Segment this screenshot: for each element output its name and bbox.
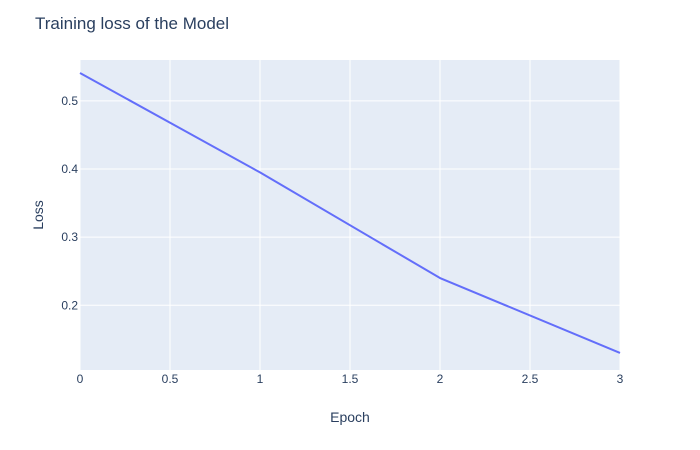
y-tick-label: 0.2 (61, 298, 78, 312)
series-line (79, 72, 621, 354)
x-tick-label: 3 (617, 372, 624, 386)
x-tick-label: 0.5 (162, 372, 179, 386)
y-axis-title: Loss (30, 200, 46, 230)
x-tick-label: 2.5 (522, 372, 539, 386)
x-gridlines (79, 60, 621, 370)
x-axis-title: Epoch (330, 409, 370, 425)
x-tick-label: 0 (77, 372, 84, 386)
series-layer (79, 72, 621, 354)
x-tick-label: 2 (437, 372, 444, 386)
x-tick-label: 1 (257, 372, 264, 386)
y-tick-label: 0.5 (61, 94, 78, 108)
y-gridlines (80, 100, 620, 306)
x-axis-ticks: 0 0.5 1 1.5 2 2.5 3 (77, 372, 624, 386)
x-tick-label: 1.5 (342, 372, 359, 386)
y-tick-label: 0.4 (61, 162, 78, 176)
y-tick-label: 0.3 (61, 230, 78, 244)
chart-title: Training loss of the Model (35, 14, 229, 33)
y-axis-ticks: 0.2 0.3 0.4 0.5 (61, 94, 78, 312)
